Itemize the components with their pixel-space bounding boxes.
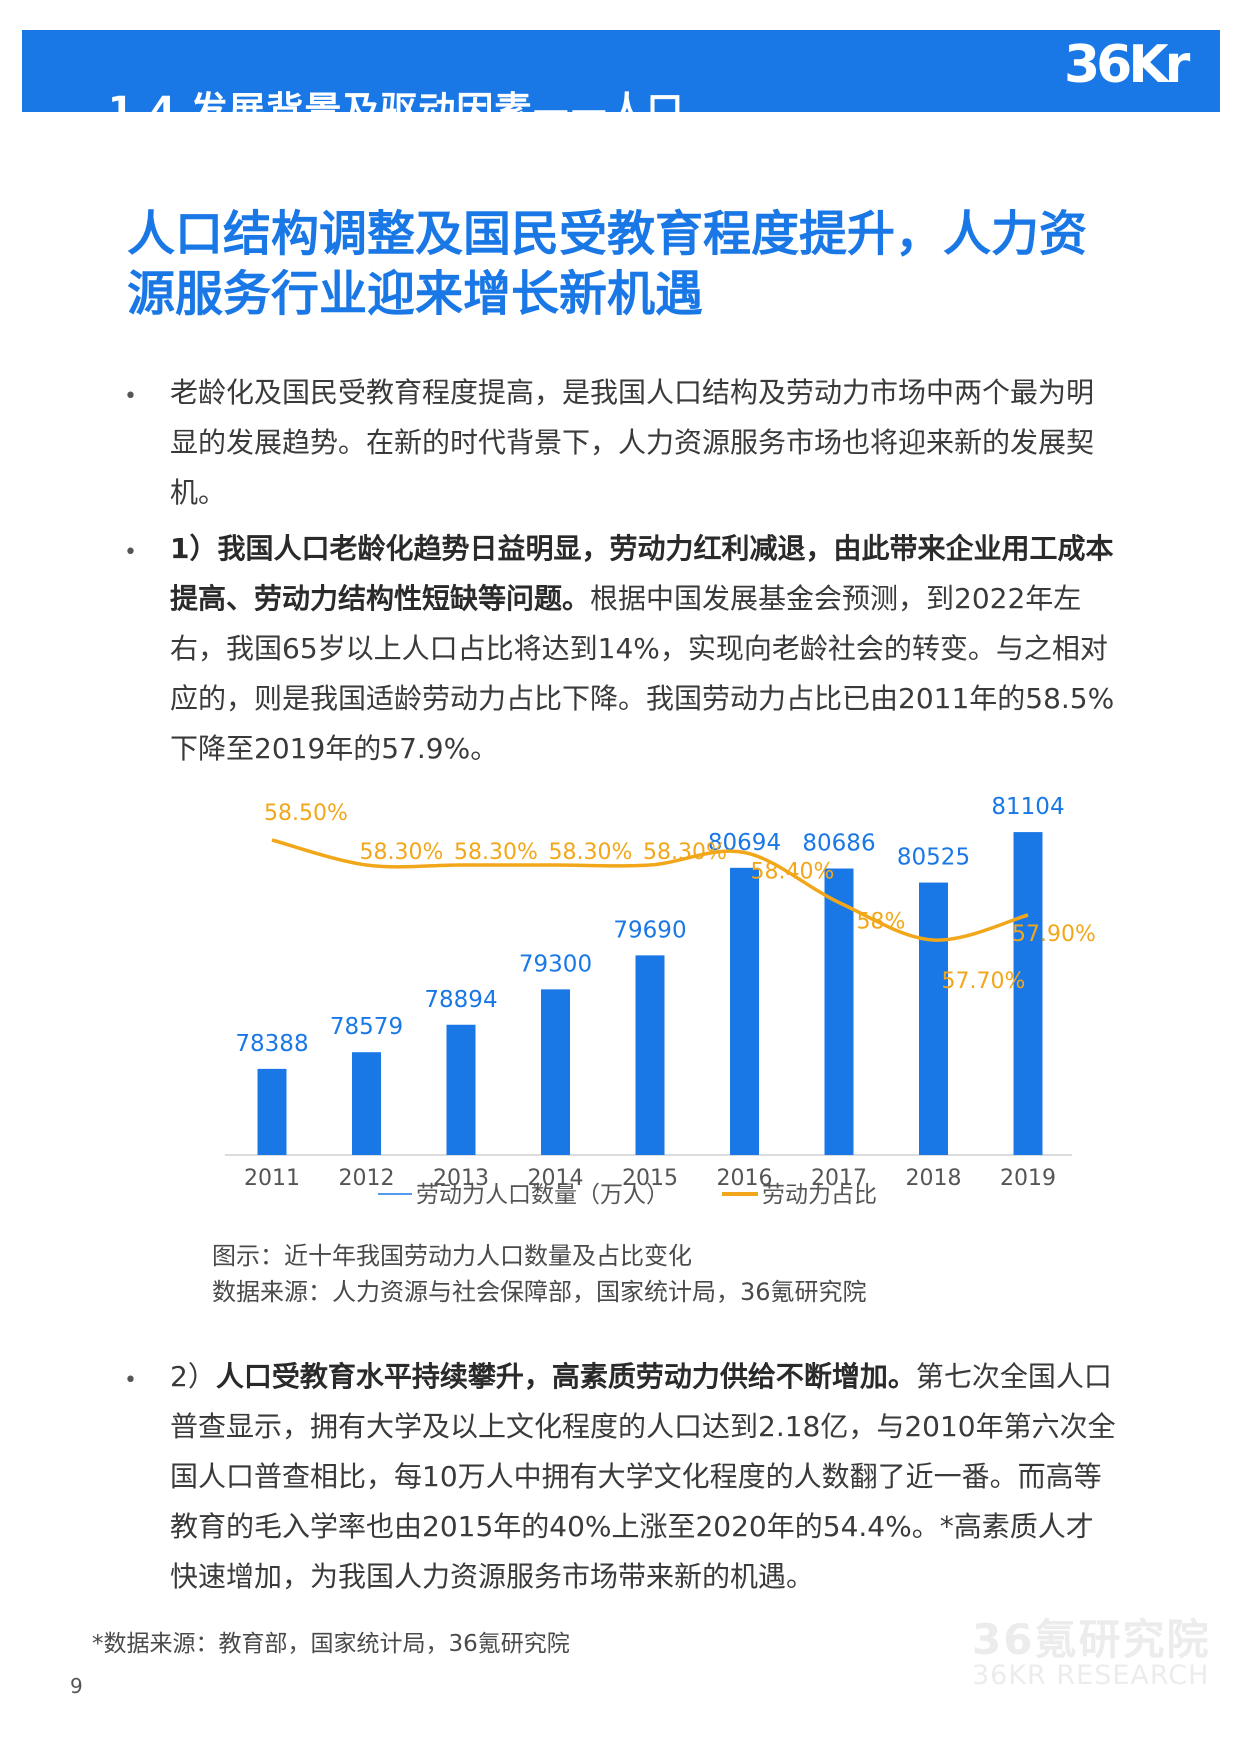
line-label-2013: 58.30% (454, 840, 538, 865)
bullet-marker: • (124, 384, 137, 409)
page-number: 9 (70, 1674, 83, 1698)
bar-2012 (352, 1052, 381, 1155)
footnote: *数据来源：教育部，国家统计局，36氪研究院 (92, 1631, 570, 1657)
legend-line-label: 劳动力占比 (762, 1182, 877, 1208)
header-bar: 1.4 发展背景及驱动因素——人口 36Kr (22, 30, 1220, 132)
page-headline: 人口结构调整及国民受教育程度提升，人力资源服务行业迎来增长新机遇 (127, 206, 1088, 322)
chart-svg: 78388 2011 78579 2012 78894 2013 79300 2014 7969… (225, 794, 1096, 1208)
x-tick-label-2018: 2018 (906, 1166, 962, 1191)
x-tick-label-2012: 2012 (339, 1166, 395, 1191)
intro-paragraph: 老龄化及国民受教育程度提高，是我国人口结构及劳动力市场中两个最为明显的发展趋势。… (170, 376, 1095, 509)
aging-paragraph-text: 根据中国发展基金会预测，到2022年左右，我国65岁以上人口占比将达到14%，实… (170, 582, 1115, 765)
legend-bar-label: 劳动力人口数量（万人） (416, 1182, 669, 1208)
line-label-2015: 58.30% (643, 840, 727, 865)
bar-label-2019: 81104 (991, 794, 1064, 820)
bar-label-2014: 79300 (519, 951, 592, 977)
bar-2015 (635, 955, 665, 1155)
bar-2018 (919, 882, 948, 1155)
section-title: 1.4 发展背景及驱动因素——人口 (108, 89, 685, 132)
education-paragraph-bold: 人口受教育水平持续攀升，高素质劳动力供给不断增加。 (215, 1360, 916, 1393)
labor-force-chart: 78388 2011 78579 2012 78894 2013 79300 2014 7969… (0, 770, 1241, 1210)
line-label-2016: 58.40% (751, 860, 835, 885)
x-tick-label-2016: 2016 (717, 1166, 773, 1191)
bar-label-2011: 78388 (235, 1031, 308, 1057)
aging-paragraph-bold: 1）我国人口老龄化趋势日益明显，劳动力红利减退，由此带来企业用工成本提高、劳动力… (170, 532, 1114, 615)
bullet-marker: • (124, 1368, 137, 1393)
line-label-2019: 57.90% (1012, 922, 1096, 947)
x-tick-label-2011: 2011 (244, 1166, 300, 1191)
line-series-labor-share (271, 838, 1029, 942)
education-paragraph-prefix: 2） (170, 1360, 216, 1393)
watermark-en: 36KR RESEARCH (972, 1660, 1210, 1691)
bar-2013 (446, 1024, 476, 1155)
line-label-2011: 58.50% (264, 801, 348, 826)
bar-label-2015: 79690 (613, 917, 686, 943)
bar-label-2017: 80686 (802, 831, 875, 857)
bar-2011 (257, 1068, 287, 1155)
education-paragraph-text: 第七次全国人口普查显示，拥有大学及以上文化程度的人口达到2.18亿，与2010年… (170, 1360, 1116, 1593)
bullet-marker: • (124, 540, 137, 565)
bar-2014 (541, 989, 570, 1155)
line-label-2017: 58% (857, 910, 906, 935)
bar-label-2013: 78894 (424, 987, 497, 1013)
education-paragraph: 2）人口受教育水平持续攀升，高素质劳动力供给不断增加。第七次全国人口普查显示，拥… (170, 1352, 1120, 1602)
x-tick-label-2013: 2013 (433, 1166, 489, 1191)
bar-2019 (1013, 832, 1043, 1155)
36kr-logo: 36Kr (1064, 35, 1195, 95)
x-tick-label-2017: 2017 (811, 1166, 867, 1191)
bar-label-2018: 80525 (897, 845, 970, 871)
bar-2017 (824, 868, 854, 1155)
aging-paragraph: 1）我国人口老龄化趋势日益明显，劳动力红利减退，由此带来企业用工成本提高、劳动力… (170, 524, 1120, 774)
figure-caption: 图示：近十年我国劳动力人口数量及占比变化 (212, 1242, 692, 1270)
logo-text: 36Kr (1064, 35, 1191, 95)
x-tick-label-2015: 2015 (622, 1166, 678, 1191)
x-tick-label-2014: 2014 (528, 1166, 584, 1191)
bar-2016 (730, 867, 759, 1155)
bar-label-2012: 78579 (330, 1014, 403, 1040)
figure-source: 数据来源：人力资源与社会保障部，国家统计局，36氪研究院 (212, 1278, 867, 1306)
line-label-2012: 58.30% (360, 840, 444, 865)
x-tick-label-2019: 2019 (1000, 1166, 1056, 1191)
watermark-cn: 36氪研究院 (972, 1615, 1211, 1664)
line-label-2018: 57.70% (942, 969, 1026, 994)
line-label-2014: 58.30% (549, 840, 633, 865)
